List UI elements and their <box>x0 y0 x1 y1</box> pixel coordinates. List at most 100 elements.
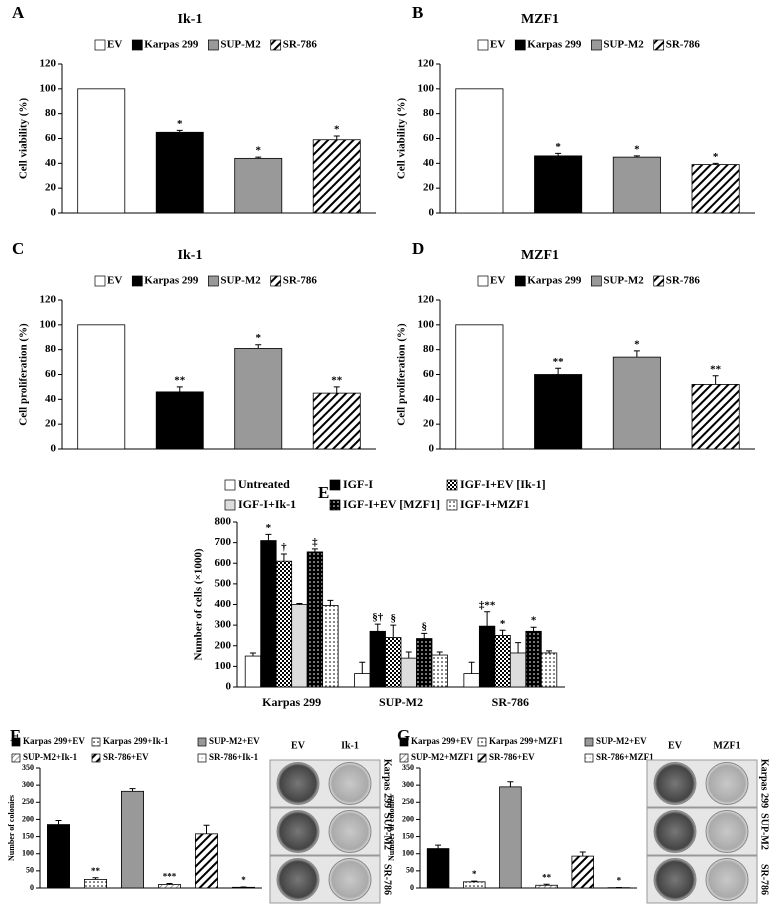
bar <box>455 88 504 214</box>
bar <box>525 630 542 688</box>
legend-label: EV <box>107 39 122 51</box>
error-bar <box>296 602 303 605</box>
bar <box>612 356 661 450</box>
colony-dish <box>328 810 372 853</box>
error-bar <box>405 651 412 659</box>
annotation: * <box>531 615 537 627</box>
legend-label: EV <box>490 39 505 51</box>
legend-label: SR-786 <box>283 39 318 51</box>
error-bar <box>249 652 256 657</box>
y-tick-label: 60 <box>423 368 435 380</box>
y-tick-label: 80 <box>45 107 57 119</box>
legend-swatch <box>208 275 219 287</box>
bar <box>462 881 486 889</box>
legend-swatch <box>11 737 21 747</box>
legend-label: SR-786 <box>283 275 318 287</box>
chart-title: Ik-1 <box>178 12 203 27</box>
panel-letter: B <box>412 3 423 22</box>
panel-letter: D <box>412 239 424 258</box>
x-tick-label: Karpas 299 <box>262 695 321 709</box>
bar <box>155 391 204 450</box>
y-tick-label: 100 <box>40 82 57 94</box>
error-bar <box>327 599 334 606</box>
error-bar <box>255 156 262 159</box>
error-bar <box>333 135 340 140</box>
annotation: * <box>472 869 477 879</box>
colony-dish <box>328 858 372 901</box>
colony-dish <box>328 762 372 805</box>
y-axis-label: Number of cells (×1000) <box>193 548 205 660</box>
annotation: ** <box>710 363 722 375</box>
legend-label: SR-786+Ik-1 <box>209 752 259 762</box>
annotation: ** <box>174 374 186 386</box>
error-bar <box>436 651 443 656</box>
legend-swatch <box>584 737 594 747</box>
panel-letter: C <box>12 239 24 258</box>
annotation: *** <box>163 872 177 882</box>
y-tick-label: 200 <box>215 639 232 651</box>
chart-title: MZF1 <box>521 248 559 263</box>
image-column-label: EV <box>291 740 306 751</box>
error-bar <box>374 623 381 632</box>
y-tick-label: 500 <box>215 577 232 589</box>
annotation: * <box>713 151 719 163</box>
error-bar <box>515 642 522 653</box>
bar <box>312 392 361 450</box>
bar <box>509 652 527 688</box>
bar <box>47 824 71 889</box>
annotation: §† <box>372 612 384 624</box>
image-column-label: EV <box>668 740 683 751</box>
error-bar <box>255 344 262 349</box>
y-tick-label: 40 <box>423 157 435 169</box>
panel-letter: A <box>12 3 25 22</box>
bar <box>499 786 522 889</box>
legend-swatch <box>653 39 665 51</box>
y-tick-label: 100 <box>40 318 57 330</box>
legend-swatch <box>399 753 409 763</box>
annotation: * <box>256 332 262 344</box>
y-tick-label: 250 <box>22 797 34 806</box>
legend-label: IGF-I+EV [Ik-1] <box>460 477 546 491</box>
y-tick-label: 0 <box>410 883 414 892</box>
legend-swatch <box>653 275 665 287</box>
y-tick-label: 200 <box>402 814 414 823</box>
image-row-label: Karpas 299 <box>759 759 770 808</box>
legend-swatch <box>224 499 236 511</box>
legend-swatch <box>270 39 282 51</box>
bar <box>275 560 293 688</box>
error-bar <box>311 548 318 552</box>
bar <box>291 604 308 688</box>
colony-dish <box>705 810 749 853</box>
colony-dish <box>653 858 697 901</box>
legend-swatch <box>514 39 526 51</box>
y-axis-label: Cell proliferation (%) <box>18 323 30 426</box>
legend-swatch <box>131 275 143 287</box>
image-row-label: SUP-M2 <box>759 813 770 850</box>
y-axis-label: Cell proliferation (%) <box>396 323 408 426</box>
annotation: * <box>617 876 622 886</box>
y-tick-label: 250 <box>402 797 414 806</box>
y-tick-label: 40 <box>423 393 435 405</box>
bar <box>455 324 504 450</box>
legend-swatch <box>584 753 594 763</box>
legend-label: EV <box>490 275 505 287</box>
bar <box>691 164 740 214</box>
y-tick-label: 300 <box>215 619 232 631</box>
colony-dish <box>276 858 320 901</box>
legend-swatch <box>329 499 341 511</box>
legend-swatch <box>477 275 489 287</box>
bar <box>463 673 480 688</box>
y-tick-label: 0 <box>51 207 57 219</box>
bar <box>571 855 595 889</box>
legend-label: Karpas 299 <box>144 39 199 51</box>
bar <box>426 848 450 889</box>
legend-label: SUP-M2 <box>220 275 261 287</box>
legend-swatch <box>446 499 458 511</box>
error-bar <box>530 626 537 632</box>
legend-label: IGF-I+Ik-1 <box>238 497 296 511</box>
chart-title: MZF1 <box>521 12 559 27</box>
legend-label: IGF-I+EV [MZF1] <box>343 497 440 511</box>
bar <box>194 833 218 889</box>
legend-swatch <box>591 275 602 287</box>
